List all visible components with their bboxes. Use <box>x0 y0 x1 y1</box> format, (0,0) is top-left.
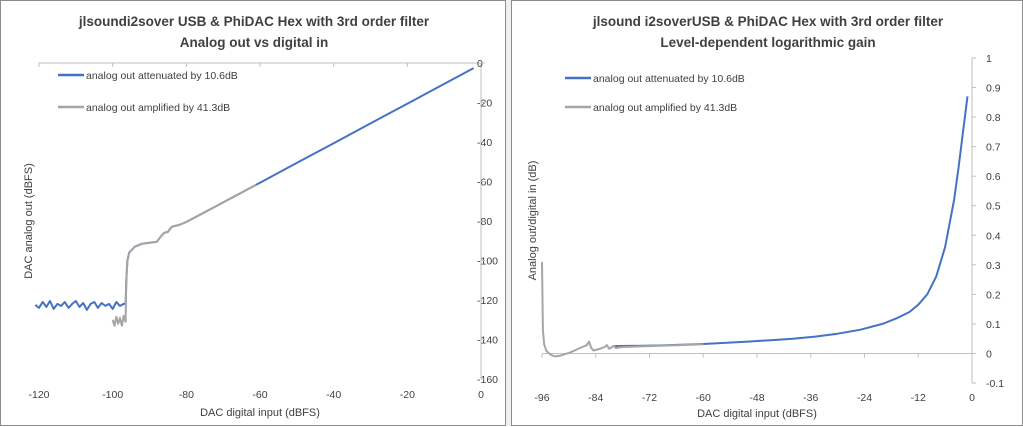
x-tick-label: -72 <box>642 392 657 404</box>
chart-panel-analog-out: jlsoundi2sover USB & PhiDAC Hex with 3rd… <box>0 0 506 426</box>
x-tick-label: -96 <box>534 392 549 404</box>
x-axis-label: DAC digital input (dBFS) <box>200 407 320 419</box>
x-tick-label: -40 <box>326 389 341 401</box>
y-tick-label: -60 <box>477 177 492 189</box>
x-axis-label: DAC digital input (dBFS) <box>697 408 817 420</box>
legend-label-0: analog out attenuated by 10.6dB <box>593 73 745 85</box>
legend-label-1: analog out amplified by 41.3dB <box>86 102 230 114</box>
y-tick-label: 0.7 <box>986 142 1001 154</box>
chart-svg-analog-out: jlsoundi2sover USB & PhiDAC Hex with 3rd… <box>23 14 498 419</box>
y-tick-label: -160 <box>477 374 498 386</box>
chart-title: jlsoundi2sover USB & PhiDAC Hex with 3rd… <box>78 14 430 29</box>
chart-svg-log-gain: jlsound i2soverUSB & PhiDAC Hex with 3rd… <box>527 14 1004 420</box>
y-tick-label: 0.4 <box>986 230 1001 242</box>
legend-label-1: analog out amplified by 41.3dB <box>593 102 737 114</box>
series-line-1 <box>111 183 257 327</box>
x-tick-label: -24 <box>857 392 872 404</box>
y-tick-label: 1 <box>986 53 992 65</box>
y-tick-label: -20 <box>477 98 492 110</box>
series-line-1 <box>541 261 704 358</box>
legend-label-0: analog out attenuated by 10.6dB <box>86 70 238 82</box>
y-tick-label: 0.6 <box>986 171 1001 183</box>
y-axis-label: Analog out/digital in (dB) <box>527 161 539 281</box>
y-tick-label: 0.9 <box>986 83 1001 95</box>
y-tick-label: 0 <box>986 348 992 360</box>
y-tick-label: -40 <box>477 137 492 149</box>
y-tick-label: -0.1 <box>986 378 1004 390</box>
chart-subtitle: Level-dependent logarithmic gain <box>660 35 875 50</box>
y-tick-label: 0.2 <box>986 289 1001 301</box>
x-tick-label: -36 <box>803 392 818 404</box>
x-tick-label: -84 <box>588 392 603 404</box>
y-tick-label: 0 <box>477 58 483 70</box>
y-axis-label: DAC analog out (dBFS) <box>23 163 35 279</box>
panel-divider <box>506 0 511 426</box>
x-tick-label: -120 <box>28 389 49 401</box>
chart-panel-log-gain: jlsound i2soverUSB & PhiDAC Hex with 3rd… <box>511 0 1023 426</box>
x-tick-label: -12 <box>911 392 926 404</box>
y-tick-label: 0.1 <box>986 319 1001 331</box>
y-tick-label: -140 <box>477 335 498 347</box>
x-tick-label: -60 <box>252 389 267 401</box>
x-tick-label: -60 <box>696 392 711 404</box>
chart-title: jlsound i2soverUSB & PhiDAC Hex with 3rd… <box>592 14 944 29</box>
y-tick-label: 0.5 <box>986 201 1001 213</box>
y-tick-label: -120 <box>477 295 498 307</box>
y-tick-label: 0.3 <box>986 260 1001 272</box>
x-tick-label: 0 <box>478 389 484 401</box>
x-tick-label: -48 <box>749 392 764 404</box>
x-tick-label: -20 <box>400 389 415 401</box>
y-tick-label: -80 <box>477 216 492 228</box>
y-tick-label: 0.8 <box>986 112 1001 124</box>
y-tick-label: -100 <box>477 256 498 268</box>
x-tick-label: 0 <box>969 392 975 404</box>
chart-subtitle: Analog out vs digital in <box>180 35 329 50</box>
x-tick-label: -80 <box>179 389 194 401</box>
series-line-0 <box>613 96 969 348</box>
x-tick-label: -100 <box>102 389 123 401</box>
